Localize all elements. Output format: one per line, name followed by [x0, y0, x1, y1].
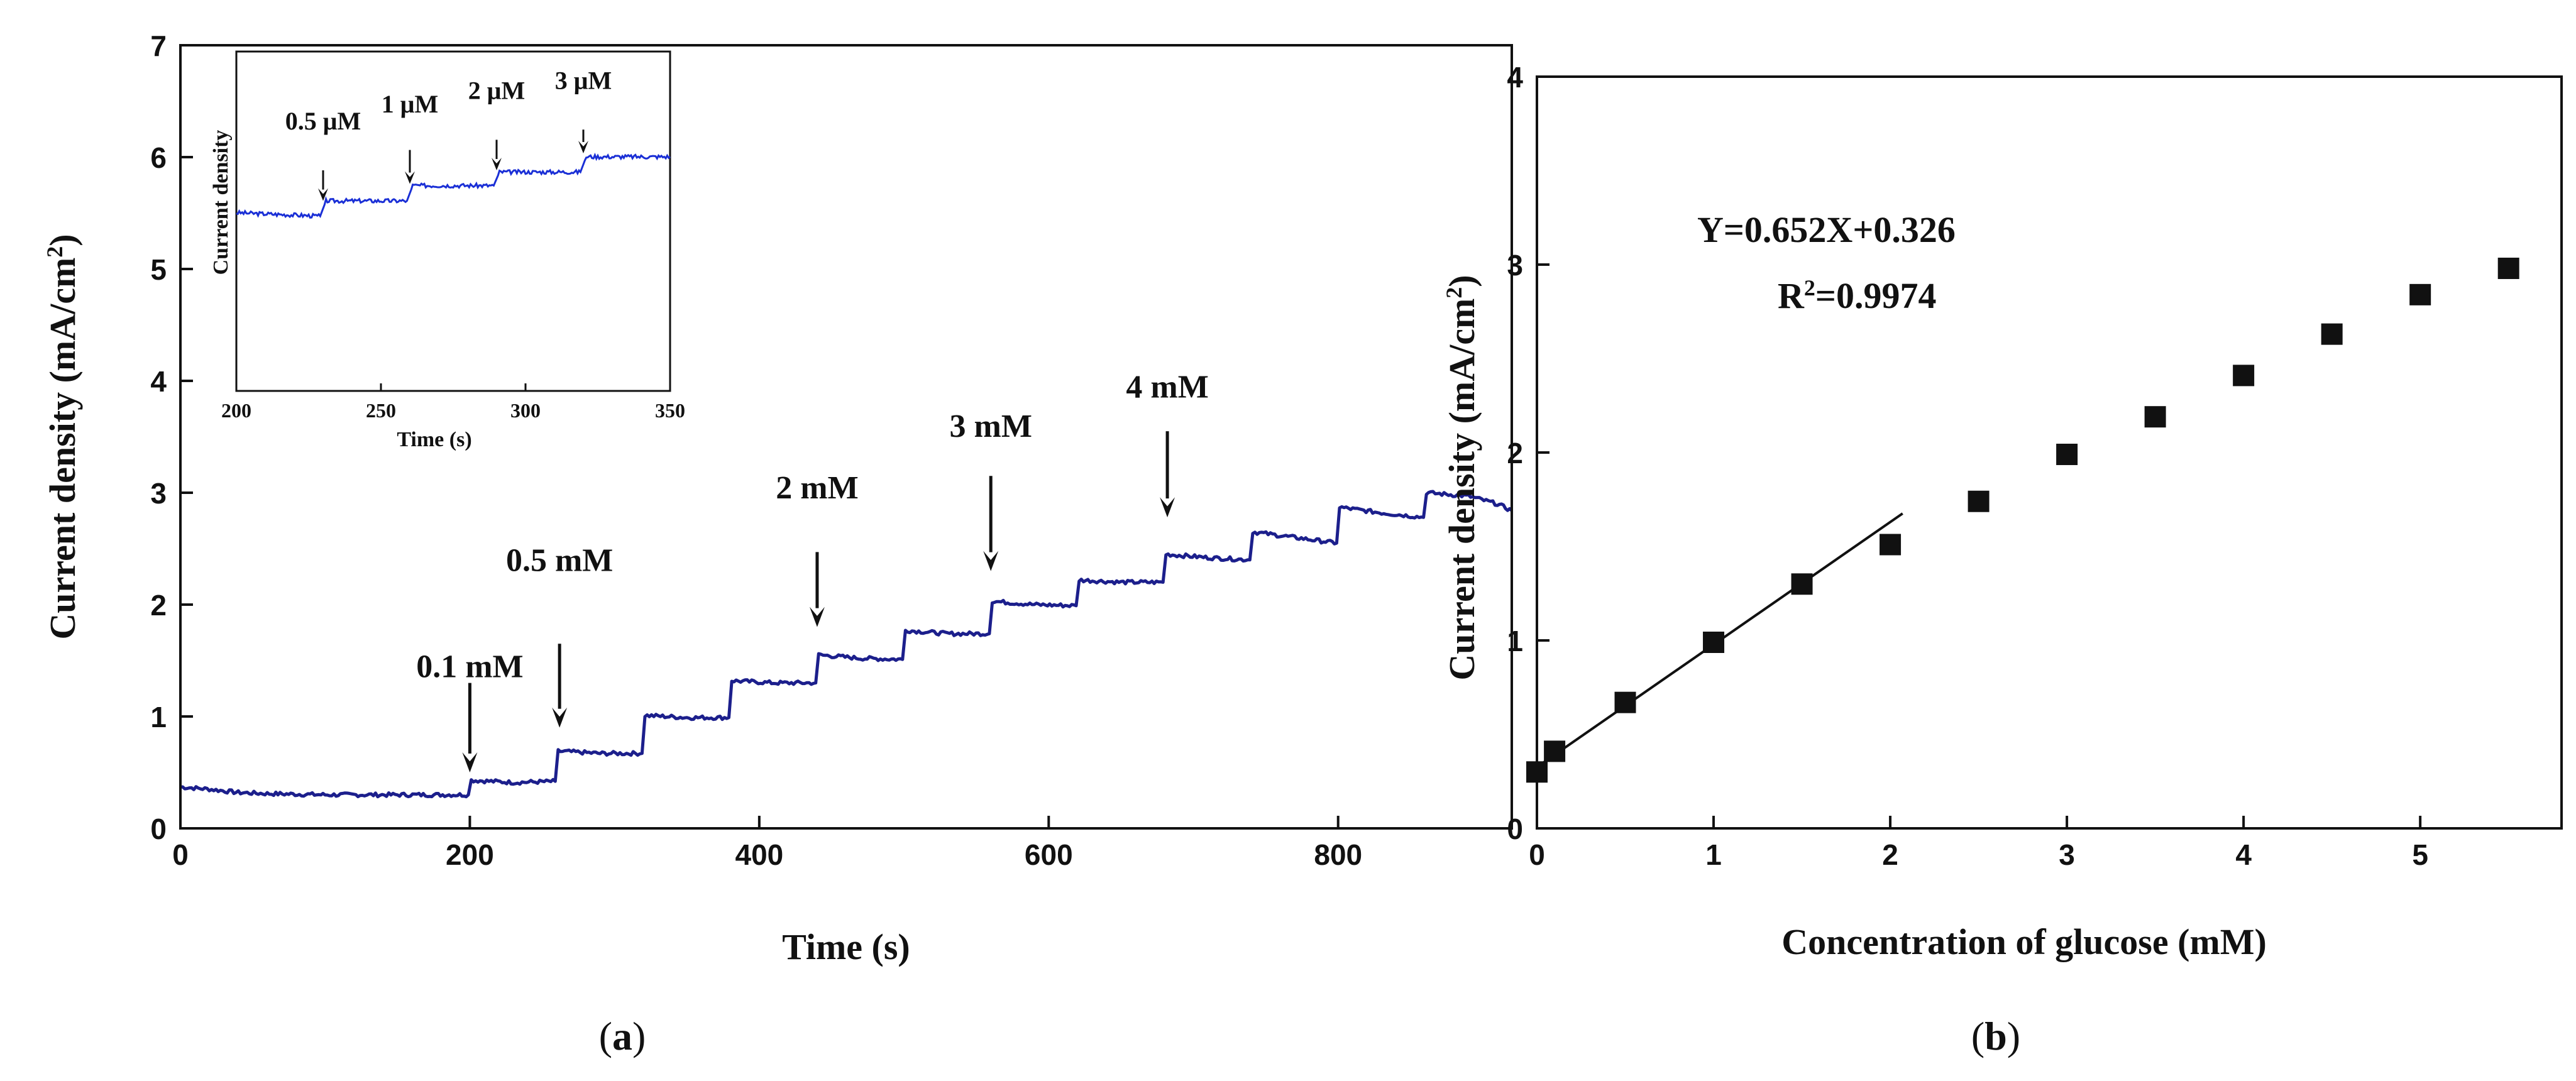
chart-b-ticks: 0 1 2 3 4 5 0 1 2 3 4 [1507, 61, 2428, 871]
chart-a-inset-annotation-label: 3 μM [555, 66, 612, 94]
chart-b-r-squared-letter: R [1778, 275, 1805, 316]
chart-b-plot-frame [1536, 75, 2563, 830]
chart-b-data-point [2144, 406, 2166, 428]
chart-a-annotation-arrow-2-head [809, 606, 825, 627]
chart-b-data-point [2409, 283, 2431, 305]
chart-a-series-line [180, 490, 1513, 799]
chart-b-y-tick-label: 2 [1507, 437, 1523, 469]
chart-a-x-tick-label: 600 [1025, 838, 1073, 871]
chart-a-y-axis-title-superscript: 2 [42, 246, 67, 258]
chart-b-x-tick-label: 0 [1529, 838, 1545, 871]
chart-b-x-tick-label: 2 [1882, 838, 1898, 871]
chart-a-plot-frame [179, 44, 1513, 830]
chart-b-y-axis-title-end: ) [1441, 275, 1482, 287]
chart-a-ticks: 0 200 400 600 800 0 1 2 3 4 5 6 7 [150, 30, 1362, 871]
chart-b-fit-equation: Y=0.652X+0.326 [1697, 209, 1956, 250]
chart-a-y-tick-label: 2 [150, 589, 167, 622]
chart-b-data-point [1703, 631, 1725, 653]
chart-a-x-tick-label: 800 [1314, 838, 1362, 871]
chart-b-x-tick-label: 4 [2235, 838, 2252, 871]
chart-a-y-tick-label: 7 [150, 30, 167, 62]
chart-a-inset-series-line [236, 152, 671, 219]
chart-a-x-tick-label: 200 [446, 838, 494, 871]
chart-a-annotation-label: 2 mM [776, 470, 858, 506]
chart-b-x-tick-label: 1 [1705, 838, 1722, 871]
chart-b-data-point [2321, 323, 2343, 345]
chart-b-data-point [2056, 443, 2078, 465]
chart-a-y-axis-title-end: ) [42, 234, 83, 246]
chart-a-annotations: 0.1 mM 0.5 mM 2 mM 3 mM 4 mM [416, 370, 1209, 772]
chart-a-y-tick-label: 0 [150, 813, 167, 845]
chart-a-inset-annotation-label: 0.5 μM [285, 107, 361, 135]
chart-a-annotation-arrow-0-head [462, 752, 478, 772]
chart-a-y-axis-title: Current density (mA/cm2) [42, 234, 83, 639]
chart-a-inset-frame [235, 50, 671, 392]
chart-a-panel-label: (a) [599, 1014, 646, 1058]
chart-a-inset-annotation-arrow-2-head [492, 158, 502, 170]
chart-a-inset-annotation-arrow-1-head [405, 171, 415, 184]
chart-b-y-tick-label: 1 [1507, 625, 1523, 657]
chart-a-inset-x-tick-label: 200 [221, 399, 251, 422]
chart-b-y-tick-label: 0 [1507, 813, 1523, 845]
chart-b-data-point [1544, 740, 1566, 762]
chart-a-inset-x-tick-label: 250 [366, 399, 396, 422]
chart-b-r-squared: R2=0.9974 [1778, 275, 1936, 316]
chart-a-y-axis-title-main: Current density (mA/cm [42, 258, 83, 640]
chart-a-annotation-arrow-3-head [983, 551, 999, 571]
chart-a-annotation-label: 0.1 mM [416, 649, 523, 685]
chart-b-y-axis-title-main: Current density (mA/cm [1441, 299, 1482, 681]
chart-b-data-point [2233, 365, 2255, 387]
chart-b-data-layer [1526, 257, 2519, 783]
chart-b-panel-letter: b [1984, 1014, 2007, 1058]
chart-a-inset-annotation-arrow-0-head [318, 188, 328, 201]
chart-a-inset-annotation-label: 2 μM [468, 77, 525, 105]
chart-b-x-axis-title: Concentration of glucose (mM) [1781, 921, 2267, 962]
chart-a-inset-x-axis-title: Time (s) [397, 428, 471, 451]
chart-b-r-squared-value: =0.9974 [1815, 275, 1937, 316]
chart-b-x-tick-label: 5 [2412, 838, 2428, 871]
chart-a-annotation-arrow-4-head [1160, 497, 1175, 518]
chart-a-y-tick-label: 6 [150, 141, 167, 174]
chart-b-y-axis-title: Current density (mA/cm2) [1441, 275, 1482, 680]
chart-a-inset-y-axis-title: Current density [209, 130, 233, 275]
chart-a-y-tick-label: 5 [150, 253, 167, 286]
chart-b-data-point [1791, 573, 1813, 595]
chart-b-data-point [1968, 490, 1990, 512]
chart-a-inset-x-tick-label: 350 [655, 399, 685, 422]
chart-a-y-tick-label: 1 [150, 701, 167, 733]
chart-b-data-point [2497, 257, 2519, 279]
chart-b-data-point [1614, 691, 1636, 713]
chart-a-inset-annotation-label: 1 μM [382, 90, 438, 118]
chart-a-y-tick-label: 3 [150, 477, 167, 510]
chart-b-data-point [1880, 534, 1902, 556]
chart-b-y-tick-label: 4 [1507, 61, 1523, 94]
chart-b-r-squared-superscript: 2 [1804, 275, 1815, 300]
chart-a-x-tick-label: 400 [735, 838, 783, 871]
chart-a-inset-annotation-arrow-3-head [578, 141, 588, 153]
chart-a-x-tick-label: 0 [172, 838, 189, 871]
chart-a-annotation-arrow-1-head [552, 707, 568, 728]
chart-a-x-axis-title: Time (s) [782, 926, 910, 967]
chart-a-inset: 200 250 300 350 Time (s) Current density 0.5 μ… [209, 50, 685, 451]
chart-a-data-layer [180, 490, 1513, 799]
chart-b-x-tick-label: 3 [2059, 838, 2075, 871]
chart-b-panel-label: (b) [1971, 1014, 2020, 1058]
chart-b-y-axis-title-superscript: 2 [1441, 287, 1467, 299]
chart-a-panel-letter: a [612, 1014, 632, 1058]
chart-a-y-tick-label: 4 [150, 365, 167, 398]
chart-a-annotation-label: 0.5 mM [506, 543, 613, 579]
chart-a-annotation-label: 3 mM [950, 409, 1032, 444]
chart-b-y-tick-label: 3 [1507, 249, 1523, 282]
chart-a-inset-x-tick-label: 300 [510, 399, 541, 422]
chart-a-annotation-label: 4 mM [1126, 370, 1208, 405]
